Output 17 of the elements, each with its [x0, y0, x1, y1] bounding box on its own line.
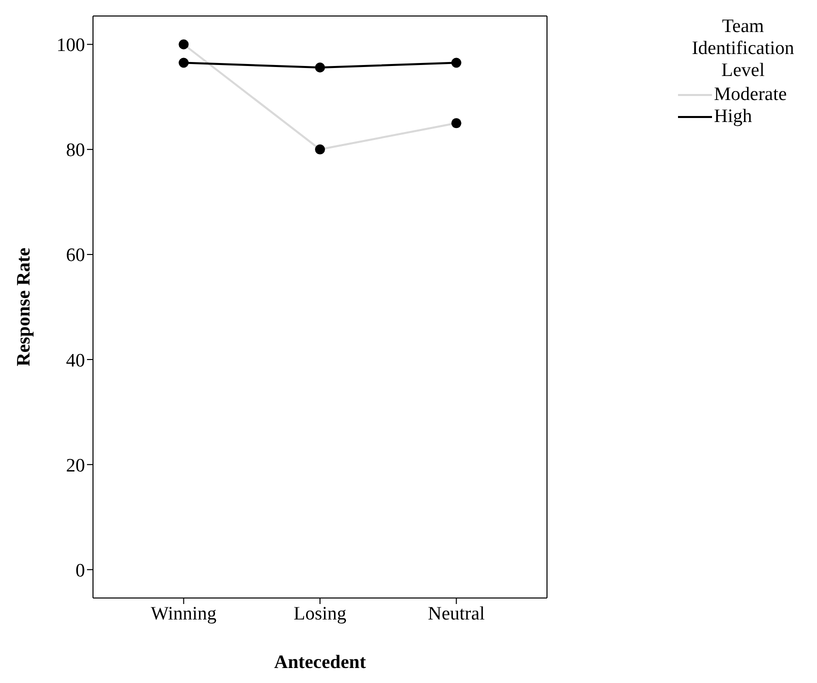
- legend-label: Moderate: [714, 84, 787, 106]
- y-tick-label: 0: [76, 560, 85, 582]
- point: [451, 58, 462, 68]
- legend-label: High: [714, 106, 752, 128]
- y-tick-label: 80: [66, 140, 85, 162]
- y-tick-label: 20: [66, 455, 85, 476]
- y-tick-label: 100: [56, 35, 85, 56]
- y-tick-label: 40: [66, 350, 85, 372]
- x-tick-label: Winning: [150, 603, 218, 624]
- point: [178, 58, 189, 68]
- x-tick-label: Losing: [294, 603, 347, 624]
- y-axis-title: Response Rate: [14, 248, 35, 366]
- x-axis-title: Antecedent: [274, 652, 367, 673]
- x-tick-label: Neutral: [428, 603, 485, 624]
- y-tick-label: 60: [66, 245, 85, 266]
- point: [315, 62, 325, 72]
- legend-title: Team Identification Level: [690, 16, 796, 82]
